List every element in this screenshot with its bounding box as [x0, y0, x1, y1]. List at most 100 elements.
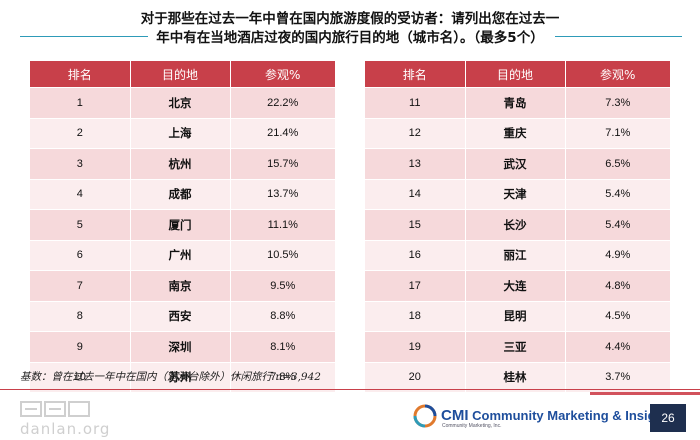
visit-percent-cell: 3.7% [565, 361, 670, 392]
table-row: 2 上海 21.4% [30, 117, 335, 149]
visit-percent-cell: 7.8% [230, 361, 335, 392]
destination-cell: 上海 [130, 117, 231, 149]
watermark: danlan.org [20, 400, 110, 440]
footer-accent-bar [590, 392, 700, 395]
table-row: 10 苏州 7.8% [30, 361, 335, 392]
table-row: 18 昆明 4.5% [365, 300, 670, 332]
table-row: 5 厦门 11.1% [30, 209, 335, 240]
table-row: 3 杭州 15.7% [30, 148, 335, 179]
table-header-row: 排名 目的地 参观% [365, 61, 670, 88]
rank-cell: 3 [30, 148, 131, 179]
table-row: 9 深圳 8.1% [30, 331, 335, 362]
table-row: 11 青岛 7.3% [365, 87, 670, 118]
destination-cell: 重庆 [465, 117, 566, 149]
rank-cell: 5 [30, 209, 131, 240]
visit-percent-cell: 21.4% [230, 117, 335, 149]
rank-cell: 6 [30, 239, 131, 271]
header-visit-percent: 参观% [230, 61, 335, 88]
table-row: 15 长沙 5.4% [365, 209, 670, 240]
destination-cell: 西安 [130, 300, 231, 332]
destination-cell: 大连 [465, 270, 566, 301]
visit-percent-cell: 22.2% [230, 87, 335, 118]
destination-cell: 苏州 [130, 361, 231, 392]
slide-title-line-2: 年中有在当地酒店过夜的国内旅行目的地（城市名）。（最多5个） [156, 30, 544, 46]
visit-percent-cell: 4.8% [565, 270, 670, 301]
table-row: 7 南京 9.5% [30, 270, 335, 301]
table-row: 20 桂林 3.7% [365, 361, 670, 392]
rank-cell: 2 [30, 117, 131, 149]
ranking-table-right: 排名 目的地 参观% 11 青岛 7.3% 12 重庆 7.1% 13 武汉 6.5% 14 天津 5… [365, 61, 670, 392]
header-visit-percent: 参观% [565, 61, 670, 88]
visit-percent-cell: 7.1% [565, 117, 670, 149]
rank-cell: 8 [30, 300, 131, 332]
rank-cell: 1 [30, 87, 131, 118]
visit-percent-cell: 5.4% [565, 178, 670, 210]
logo-wordmark: CMI Community Marketing & Insights [441, 407, 675, 424]
table-row: 8 西安 8.8% [30, 300, 335, 332]
rank-cell: 11 [365, 87, 466, 118]
destination-cell: 广州 [130, 239, 231, 271]
visit-percent-cell: 7.3% [565, 87, 670, 118]
header-destination: 目的地 [130, 61, 231, 88]
destination-cell: 厦门 [130, 209, 231, 240]
visit-percent-cell: 10.5% [230, 239, 335, 271]
visit-percent-cell: 13.7% [230, 178, 335, 210]
slide-title: 对于那些在过去一年中曾在国内旅游度假的受访者：请列出您在过去一 年中有在当地酒店… [0, 10, 700, 48]
rank-cell: 17 [365, 270, 466, 301]
rank-cell: 4 [30, 178, 131, 210]
destination-cell: 南京 [130, 270, 231, 301]
visit-percent-cell: 9.5% [230, 270, 335, 301]
destination-cell: 丽江 [465, 239, 566, 271]
rank-cell: 12 [365, 117, 466, 149]
visit-percent-cell: 11.1% [230, 209, 335, 240]
cmi-logo-icon [413, 404, 437, 428]
destination-cell: 成都 [130, 178, 231, 210]
company-logo: CMI Community Marketing & Insights Commu… [413, 404, 675, 429]
visit-percent-cell: 4.9% [565, 239, 670, 271]
rank-cell: 19 [365, 331, 466, 362]
logo-cmi: CMI [441, 407, 469, 424]
rank-cell: 15 [365, 209, 466, 240]
visit-percent-cell: 6.5% [565, 148, 670, 179]
destination-cell: 杭州 [130, 148, 231, 179]
rank-cell: 16 [365, 239, 466, 271]
visit-percent-cell: 8.8% [230, 300, 335, 332]
destination-cell: 青岛 [465, 87, 566, 118]
table-row: 19 三亚 4.4% [365, 331, 670, 362]
table-row: 6 广州 10.5% [30, 239, 335, 271]
title-divider-left [20, 36, 148, 37]
visit-percent-cell: 4.4% [565, 331, 670, 362]
rank-cell: 14 [365, 178, 466, 210]
slide-title-line-1: 对于那些在过去一年中曾在国内旅游度假的受访者：请列出您在过去一 [140, 11, 560, 27]
table-header-row: 排名 目的地 参观% [30, 61, 335, 88]
watermark-text: danlan.org [20, 420, 111, 438]
logo-tagline: Community Marketing, Inc. [442, 423, 502, 429]
title-divider-right [555, 36, 682, 37]
destination-cell: 三亚 [465, 331, 566, 362]
header-rank: 排名 [30, 61, 131, 88]
rank-cell: 10 [30, 361, 131, 392]
header-destination: 目的地 [465, 61, 566, 88]
rank-cell: 13 [365, 148, 466, 179]
visit-percent-cell: 4.5% [565, 300, 670, 332]
visit-percent-cell: 5.4% [565, 209, 670, 240]
table-row: 13 武汉 6.5% [365, 148, 670, 179]
table-row: 17 大连 4.8% [365, 270, 670, 301]
destination-cell: 昆明 [465, 300, 566, 332]
destination-cell: 深圳 [130, 331, 231, 362]
footer-divider [0, 389, 700, 390]
table-row: 1 北京 22.2% [30, 87, 335, 118]
rank-cell: 9 [30, 331, 131, 362]
destination-cell: 北京 [130, 87, 231, 118]
ranking-table-left: 排名 目的地 参观% 1 北京 22.2% 2 上海 21.4% 3 杭州 15.7% 4 成都 13… [30, 61, 335, 392]
base-note: 基数：曾在过去一年中在国内（港澳台除外）休闲旅行 n=3,942 [20, 371, 321, 383]
visit-percent-cell: 15.7% [230, 148, 335, 179]
page-number: 26 [650, 404, 686, 432]
rank-cell: 18 [365, 300, 466, 332]
table-row: 4 成都 13.7% [30, 178, 335, 210]
destination-cell: 武汉 [465, 148, 566, 179]
header-rank: 排名 [365, 61, 466, 88]
table-row: 14 天津 5.4% [365, 178, 670, 210]
rank-cell: 7 [30, 270, 131, 301]
table-row: 12 重庆 7.1% [365, 117, 670, 149]
